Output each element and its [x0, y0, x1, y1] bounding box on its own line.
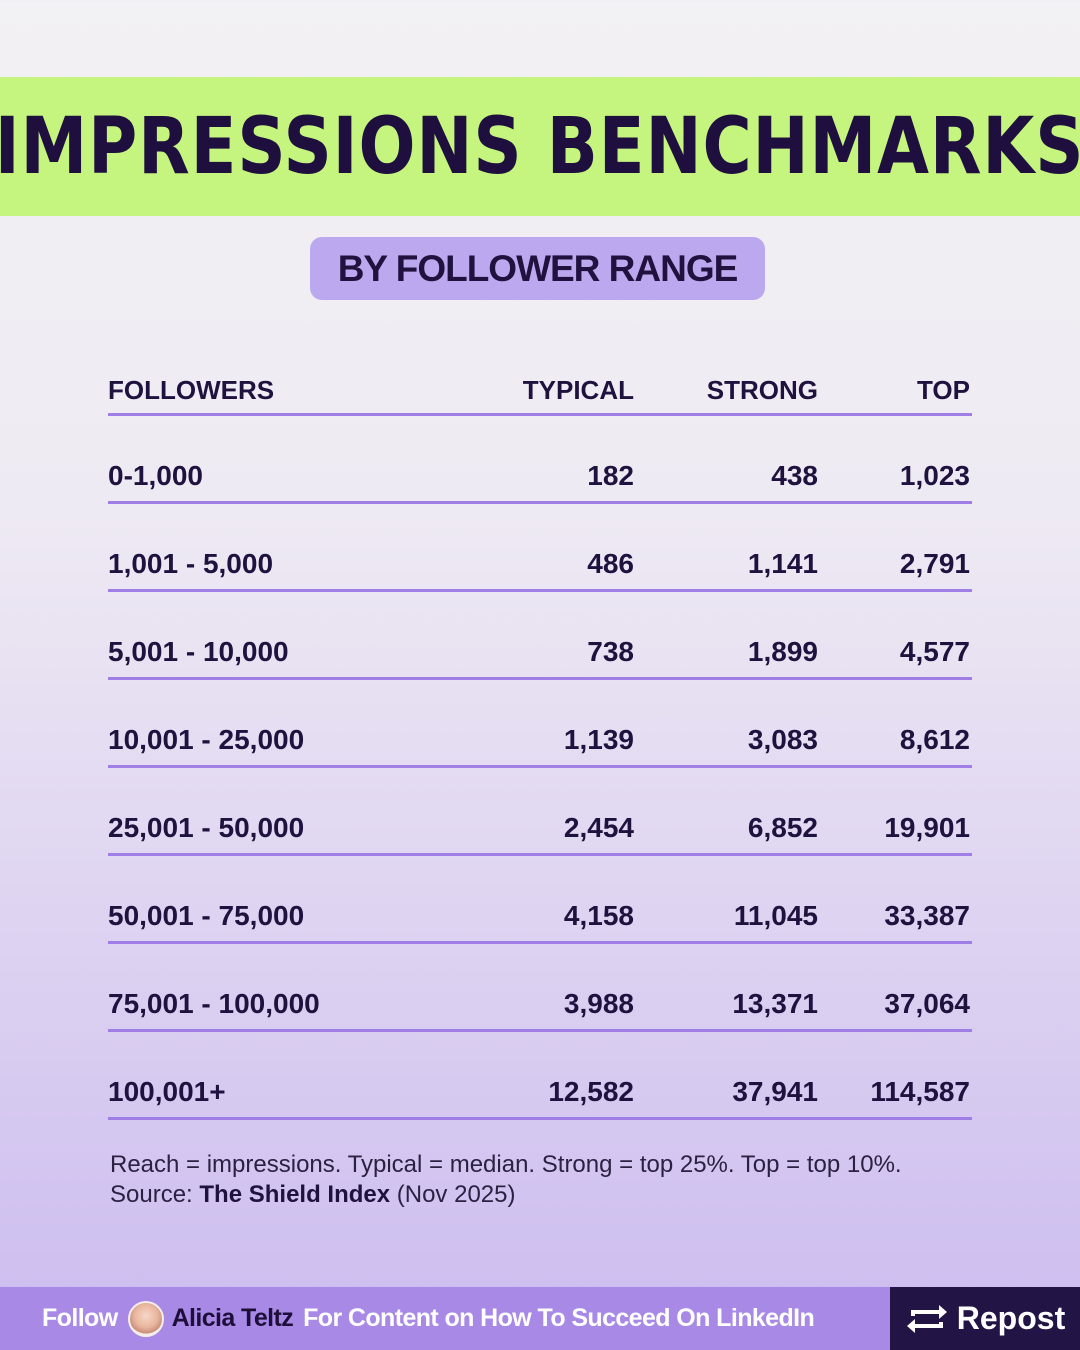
typical-cell: 3,988	[563, 988, 634, 1019]
followers-cell: 1,001 - 5,000	[108, 548, 274, 579]
author-name[interactable]: Alicia Teltz	[171, 1304, 294, 1332]
subtitle-pill: BY FOLLOWER RANGE	[310, 237, 765, 300]
source-note: Source: The Shield Index (Nov 2025)	[110, 1180, 1010, 1210]
subtitle: BY FOLLOWER RANGE	[337, 247, 739, 289]
source-name: The Shield Index	[199, 1181, 391, 1208]
follow-label: Follow	[42, 1304, 118, 1332]
benchmarks-table: FOLLOWERS TYPICAL STRONG TOP 0-1,000 182…	[104, 362, 972, 1120]
table-row: 10,001 - 25,000 1,139 3,083 8,612	[104, 680, 972, 768]
followers-cell: 5,001 - 10,000	[108, 636, 289, 667]
typical-cell: 1,139	[563, 724, 634, 755]
repost-icon	[906, 1304, 947, 1333]
repost-button[interactable]: Repost	[890, 1287, 1080, 1350]
source-prefix: Source:	[110, 1181, 200, 1208]
strong-cell: 3,083	[747, 724, 818, 755]
repost-label: Repost	[956, 1300, 1066, 1336]
typical-cell: 4,158	[563, 900, 634, 931]
followers-cell: 25,001 - 50,000	[108, 812, 305, 843]
top-cell: 8,612	[899, 724, 970, 755]
strong-cell: 1,899	[747, 636, 818, 667]
header-typical: TYPICAL	[522, 375, 634, 405]
avatar	[127, 1300, 164, 1337]
header-strong: STRONG	[706, 375, 818, 405]
table-header-row: FOLLOWERS TYPICAL STRONG TOP	[104, 362, 972, 416]
strong-cell: 37,941	[732, 1076, 818, 1107]
typical-cell: 182	[587, 460, 634, 491]
strong-cell: 11,045	[733, 900, 818, 931]
strong-cell: 13,371	[732, 988, 818, 1019]
footnotes: Reach = impressions. Typical = median. S…	[110, 1150, 1010, 1210]
definitions-note: Reach = impressions. Typical = median. S…	[110, 1151, 902, 1178]
table-row: 25,001 - 50,000 2,454 6,852 19,901	[104, 768, 972, 856]
table-row: 5,001 - 10,000 738 1,899 4,577	[104, 592, 972, 680]
strong-cell: 6,852	[747, 812, 818, 843]
top-cell: 2,791	[899, 548, 970, 579]
followers-cell: 75,001 - 100,000	[108, 988, 320, 1019]
top-cell: 19,901	[884, 812, 970, 843]
typical-cell: 12,582	[548, 1076, 634, 1107]
followers-cell: 10,001 - 25,000	[108, 724, 305, 755]
followers-cell: 100,001+	[108, 1076, 226, 1107]
page-title: IMPRESSIONS BENCHMARKS	[0, 101, 1080, 192]
table-row: 0-1,000 182 438 1,023	[104, 416, 972, 504]
strong-cell: 1,141	[747, 548, 818, 579]
footer-bar: Follow Alicia Teltz For Content on How T…	[0, 1287, 1080, 1350]
table-row: 1,001 - 5,000 486 1,141 2,791	[104, 504, 972, 592]
typical-cell: 486	[587, 548, 634, 579]
footer-tagline: For Content on How To Succeed On LinkedI…	[303, 1304, 815, 1332]
followers-cell: 0-1,000	[108, 460, 203, 491]
table-row: 75,001 - 100,000 3,988 13,371 37,064	[104, 944, 972, 1032]
strong-cell: 438	[771, 460, 818, 491]
top-cell: 1,023	[899, 460, 970, 491]
follow-cta: Follow Alicia Teltz For Content on How T…	[42, 1287, 815, 1350]
typical-cell: 738	[587, 636, 634, 667]
followers-cell: 50,001 - 75,000	[108, 900, 305, 931]
top-cell: 114,587	[870, 1076, 970, 1107]
header-followers: FOLLOWERS	[108, 375, 275, 405]
top-cell: 4,577	[899, 636, 970, 667]
header-top: TOP	[917, 375, 970, 405]
source-date: (Nov 2025)	[390, 1181, 516, 1208]
title-banner: IMPRESSIONS BENCHMARKS	[0, 77, 1080, 216]
top-cell: 37,064	[884, 988, 970, 1019]
top-cell: 33,387	[884, 900, 970, 931]
typical-cell: 2,454	[563, 812, 634, 843]
table-row: 100,001+ 12,582 37,941 114,587	[104, 1032, 972, 1120]
table-row: 50,001 - 75,000 4,158 11,045 33,387	[104, 856, 972, 944]
